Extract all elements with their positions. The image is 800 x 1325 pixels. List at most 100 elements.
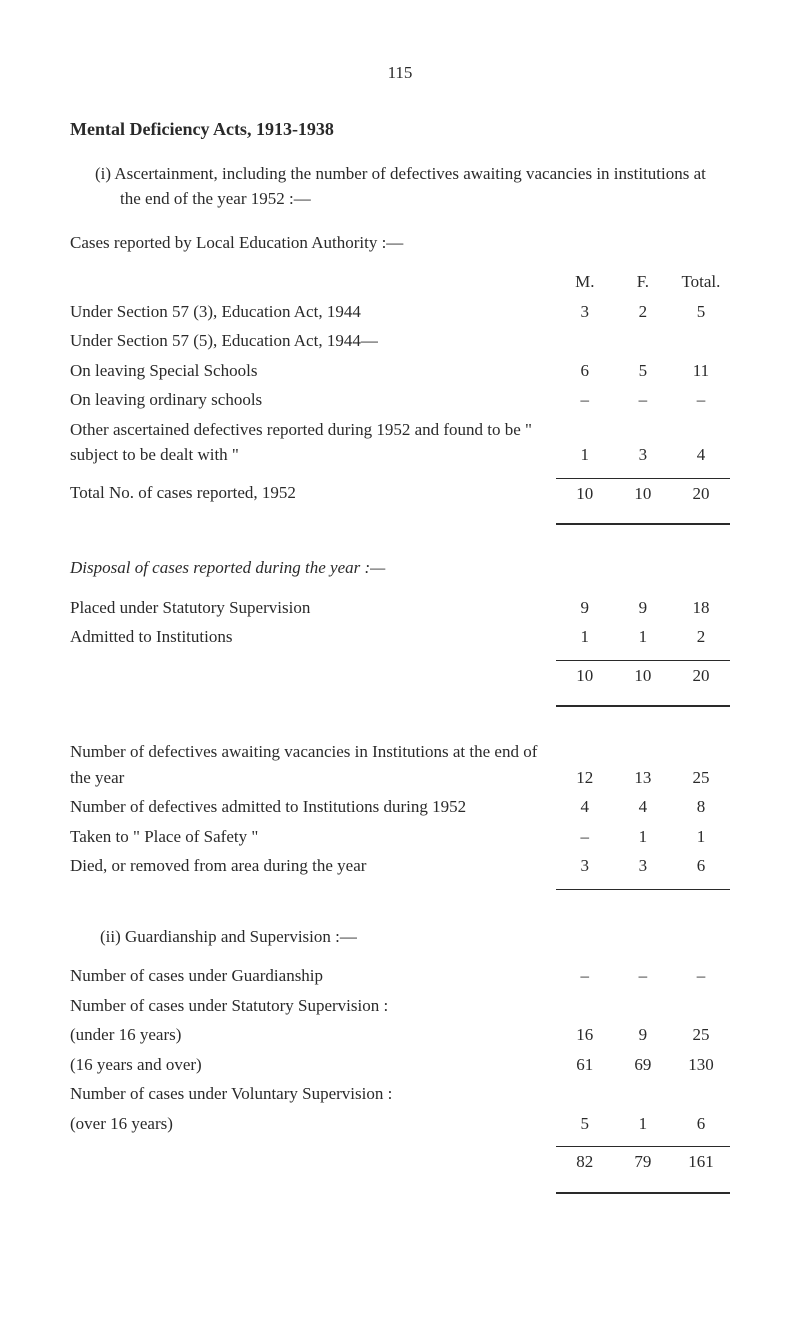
row-m: – — [556, 961, 614, 991]
thick-rule — [70, 516, 730, 524]
row-m: 3 — [556, 297, 614, 327]
row-f: 4 — [614, 792, 672, 822]
row-f: 1 — [614, 1109, 672, 1139]
row-t: 20 — [672, 478, 730, 508]
row-t: 18 — [672, 593, 730, 623]
row-t: 2 — [672, 622, 730, 652]
disposal-heading: Disposal of cases reported during the ye… — [70, 555, 730, 581]
table-row-total: Total No. of cases reported, 1952 10 10 … — [70, 478, 730, 508]
thick-rule — [70, 698, 730, 706]
row-m: 16 — [556, 1020, 614, 1050]
row-f: 1 — [614, 622, 672, 652]
row-m: 4 — [556, 792, 614, 822]
row-desc: Under Section 57 (3), Education Act, 194… — [70, 297, 556, 327]
row-f — [614, 991, 672, 1021]
col-m: M. — [556, 267, 614, 297]
row-f: 2 — [614, 297, 672, 327]
table-row-total: 10 10 20 — [70, 660, 730, 690]
row-f — [614, 326, 672, 356]
row-t: 25 — [672, 737, 730, 792]
table-4: Number of cases under Guardianship – – –… — [70, 961, 730, 1194]
thick-rule — [70, 1185, 730, 1193]
row-t: 130 — [672, 1050, 730, 1080]
row-t — [672, 1079, 730, 1109]
column-headers: M. F. Total. — [70, 267, 730, 297]
section-i-intro: (i) Ascertainment, including the number … — [95, 161, 730, 212]
row-desc: Other ascertained defectives reported du… — [70, 415, 556, 470]
row-t — [672, 326, 730, 356]
row-t: 161 — [672, 1147, 730, 1177]
row-m: 61 — [556, 1050, 614, 1080]
row-t: 20 — [672, 660, 730, 690]
row-desc: (over 16 years) — [70, 1109, 556, 1139]
row-m: 6 — [556, 356, 614, 386]
row-t: 6 — [672, 851, 730, 881]
row-t: 5 — [672, 297, 730, 327]
row-desc: Taken to " Place of Safety " — [70, 822, 556, 852]
row-desc: Number of cases under Statutory Supervis… — [70, 991, 556, 1021]
col-total: Total. — [672, 267, 730, 297]
row-m — [556, 326, 614, 356]
section-i-label: (i) — [95, 164, 111, 183]
row-m: 9 — [556, 593, 614, 623]
row-t: 11 — [672, 356, 730, 386]
table-row: (over 16 years) 5 1 6 — [70, 1109, 730, 1139]
row-t: 25 — [672, 1020, 730, 1050]
row-m: – — [556, 385, 614, 415]
table-row: Placed under Statutory Supervision 9 9 1… — [70, 593, 730, 623]
table-3: Number of defectives awaiting vacancies … — [70, 737, 730, 894]
table-row: Number of defectives awaiting vacancies … — [70, 737, 730, 792]
row-f: – — [614, 961, 672, 991]
row-desc: On leaving Special Schools — [70, 356, 556, 386]
row-t: – — [672, 385, 730, 415]
row-f: 9 — [614, 1020, 672, 1050]
row-desc: Admitted to Institutions — [70, 622, 556, 652]
table-row: (under 16 years) 16 9 25 — [70, 1020, 730, 1050]
row-f: 3 — [614, 851, 672, 881]
row-m: – — [556, 822, 614, 852]
table-row: Number of defectives admitted to Institu… — [70, 792, 730, 822]
table-row: Under Section 57 (3), Education Act, 194… — [70, 297, 730, 327]
row-f: 3 — [614, 415, 672, 470]
row-t: – — [672, 961, 730, 991]
row-desc: Number of defectives admitted to Institu… — [70, 792, 556, 822]
table-row: On leaving Special Schools 6 5 11 — [70, 356, 730, 386]
row-desc: Died, or removed from area during the ye… — [70, 851, 556, 881]
row-f: 79 — [614, 1147, 672, 1177]
table-row: On leaving ordinary schools – – – — [70, 385, 730, 415]
row-desc: (16 years and over) — [70, 1050, 556, 1080]
cases-reported-heading: Cases reported by Local Education Author… — [70, 230, 730, 256]
row-t — [672, 991, 730, 1021]
row-desc: (under 16 years) — [70, 1020, 556, 1050]
row-m: 10 — [556, 478, 614, 508]
row-m: 1 — [556, 415, 614, 470]
row-f: 10 — [614, 478, 672, 508]
row-f: 9 — [614, 593, 672, 623]
table-row: Number of cases under Voluntary Supervis… — [70, 1079, 730, 1109]
section-ii-heading: (ii) Guardianship and Supervision :— — [70, 924, 730, 950]
row-desc: Under Section 57 (5), Education Act, 194… — [70, 326, 556, 356]
row-desc: Number of cases under Guardianship — [70, 961, 556, 991]
row-m: 5 — [556, 1109, 614, 1139]
row-f: 13 — [614, 737, 672, 792]
table-row: (16 years and over) 61 69 130 — [70, 1050, 730, 1080]
table-2: Placed under Statutory Supervision 9 9 1… — [70, 593, 730, 708]
row-desc: On leaving ordinary schools — [70, 385, 556, 415]
main-title: Mental Deficiency Acts, 1913-1938 — [70, 116, 730, 143]
table-row: Other ascertained defectives reported du… — [70, 415, 730, 470]
row-m: 1 — [556, 622, 614, 652]
row-f — [614, 1079, 672, 1109]
page-number: 115 — [70, 60, 730, 86]
row-m: 3 — [556, 851, 614, 881]
col-f: F. — [614, 267, 672, 297]
table-row: Number of cases under Guardianship – – – — [70, 961, 730, 991]
table-row: Under Section 57 (5), Education Act, 194… — [70, 326, 730, 356]
row-desc: Number of defectives awaiting vacancies … — [70, 737, 556, 792]
section-i-text: Ascertainment, including the number of d… — [114, 164, 706, 209]
table-row: Number of cases under Statutory Supervis… — [70, 991, 730, 1021]
row-m: 82 — [556, 1147, 614, 1177]
row-m — [556, 991, 614, 1021]
row-t: 1 — [672, 822, 730, 852]
row-desc: Placed under Statutory Supervision — [70, 593, 556, 623]
table-1: M. F. Total. Under Section 57 (3), Educa… — [70, 267, 730, 525]
